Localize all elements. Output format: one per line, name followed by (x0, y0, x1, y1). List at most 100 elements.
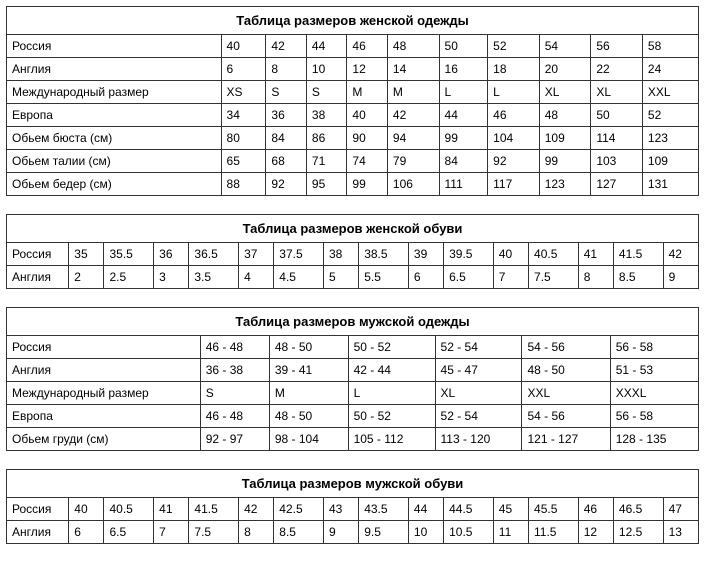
table-row: Обьем бюста (см)808486909499104109114123 (7, 127, 699, 150)
data-cell: M (347, 81, 388, 104)
data-cell: 43.5 (359, 498, 409, 521)
data-cell: 2.5 (104, 266, 154, 289)
data-cell: 114 (591, 127, 643, 150)
data-cell: 7.5 (189, 521, 239, 544)
row-label: Россия (7, 35, 222, 58)
data-cell: 103 (591, 150, 643, 173)
data-cell: 50 (439, 35, 488, 58)
table-row: Англия36 - 3839 - 4142 - 4445 - 4748 - 5… (7, 359, 699, 382)
data-cell: XXXL (610, 382, 698, 405)
data-cell: 44 (408, 498, 443, 521)
table-row: Россия4040.54141.54242.54343.54444.54545… (7, 498, 699, 521)
data-cell: 54 - 56 (522, 336, 610, 359)
data-cell: 56 - 58 (610, 336, 698, 359)
table-row: Европа46 - 4848 - 5050 - 5252 - 5454 - 5… (7, 405, 699, 428)
data-cell: 41 (578, 243, 613, 266)
data-cell: 40.5 (104, 498, 154, 521)
table-title: Таблица размеров мужской обуви (7, 470, 699, 498)
data-cell: 56 - 58 (610, 405, 698, 428)
table-row: Обьем груди (см)92 - 9798 - 104105 - 112… (7, 428, 699, 451)
data-cell: 3.5 (189, 266, 239, 289)
data-cell: 16 (439, 58, 488, 81)
table-row: Россия46 - 4848 - 5050 - 5252 - 5454 - 5… (7, 336, 699, 359)
data-cell: 40.5 (529, 243, 579, 266)
data-cell: 94 (387, 127, 439, 150)
data-cell: 98 - 104 (269, 428, 348, 451)
data-cell: 52 (642, 104, 698, 127)
data-cell: 50 (591, 104, 643, 127)
data-cell: 90 (347, 127, 388, 150)
data-cell: M (269, 382, 348, 405)
size-table: Таблица размеров мужской одеждыРоссия46 … (6, 307, 699, 451)
data-cell: 8.5 (274, 521, 324, 544)
row-label: Обьем груди (см) (7, 428, 201, 451)
data-cell: 10.5 (444, 521, 494, 544)
data-cell: 36 - 38 (200, 359, 269, 382)
data-cell: XS (221, 81, 266, 104)
data-cell: 18 (488, 58, 540, 81)
row-label: Европа (7, 104, 222, 127)
row-label: Обьем бедер (см) (7, 173, 222, 196)
data-cell: 8.5 (613, 266, 663, 289)
data-cell: 10 (408, 521, 443, 544)
data-cell: XL (435, 382, 522, 405)
data-cell: 36.5 (189, 243, 239, 266)
data-cell: M (387, 81, 439, 104)
data-cell: 54 (539, 35, 591, 58)
data-cell: 38 (323, 243, 358, 266)
data-cell: 7.5 (529, 266, 579, 289)
data-cell: S (266, 81, 307, 104)
data-cell: S (306, 81, 347, 104)
data-cell: 39 (408, 243, 443, 266)
data-cell: 12.5 (613, 521, 663, 544)
data-cell: 7 (154, 521, 189, 544)
data-cell: 39 - 41 (269, 359, 348, 382)
data-cell: 42 - 44 (348, 359, 435, 382)
data-cell: 86 (306, 127, 347, 150)
data-cell: 84 (439, 150, 488, 173)
data-cell: 42.5 (274, 498, 324, 521)
data-cell: 11.5 (529, 521, 579, 544)
data-cell: 42 (266, 35, 307, 58)
data-cell: 111 (439, 173, 488, 196)
data-cell: 99 (347, 173, 388, 196)
data-cell: 41 (154, 498, 189, 521)
data-cell: 37.5 (274, 243, 324, 266)
data-cell: 8 (578, 266, 613, 289)
data-cell: 52 (488, 35, 540, 58)
data-cell: 38.5 (359, 243, 409, 266)
data-cell: XXL (642, 81, 698, 104)
data-cell: 35 (69, 243, 104, 266)
data-cell: 123 (539, 173, 591, 196)
data-cell: 88 (221, 173, 266, 196)
data-cell: 8 (239, 521, 274, 544)
data-cell: 45 (493, 498, 528, 521)
data-cell: 44 (439, 104, 488, 127)
data-cell: 99 (539, 150, 591, 173)
data-cell: 104 (488, 127, 540, 150)
data-cell: 80 (221, 127, 266, 150)
row-label: Англия (7, 521, 69, 544)
data-cell: 48 - 50 (269, 405, 348, 428)
table-title: Таблица размеров мужской одежды (7, 308, 699, 336)
data-cell: 6 (408, 266, 443, 289)
data-cell: L (488, 81, 540, 104)
data-cell: 74 (347, 150, 388, 173)
data-cell: 105 - 112 (348, 428, 435, 451)
data-cell: XXL (522, 382, 610, 405)
data-cell: 92 (488, 150, 540, 173)
data-cell: 48 (539, 104, 591, 127)
data-cell: 109 (642, 150, 698, 173)
data-cell: 48 (387, 35, 439, 58)
data-cell: L (348, 382, 435, 405)
data-cell: 71 (306, 150, 347, 173)
data-cell: 36 (154, 243, 189, 266)
data-cell: 42 (387, 104, 439, 127)
table-row: Англия22.533.544.555.566.577.588.59 (7, 266, 699, 289)
data-cell: 58 (642, 35, 698, 58)
data-cell: 106 (387, 173, 439, 196)
data-cell: 8 (266, 58, 307, 81)
data-cell: 68 (266, 150, 307, 173)
data-cell: 131 (642, 173, 698, 196)
data-cell: 40 (221, 35, 266, 58)
